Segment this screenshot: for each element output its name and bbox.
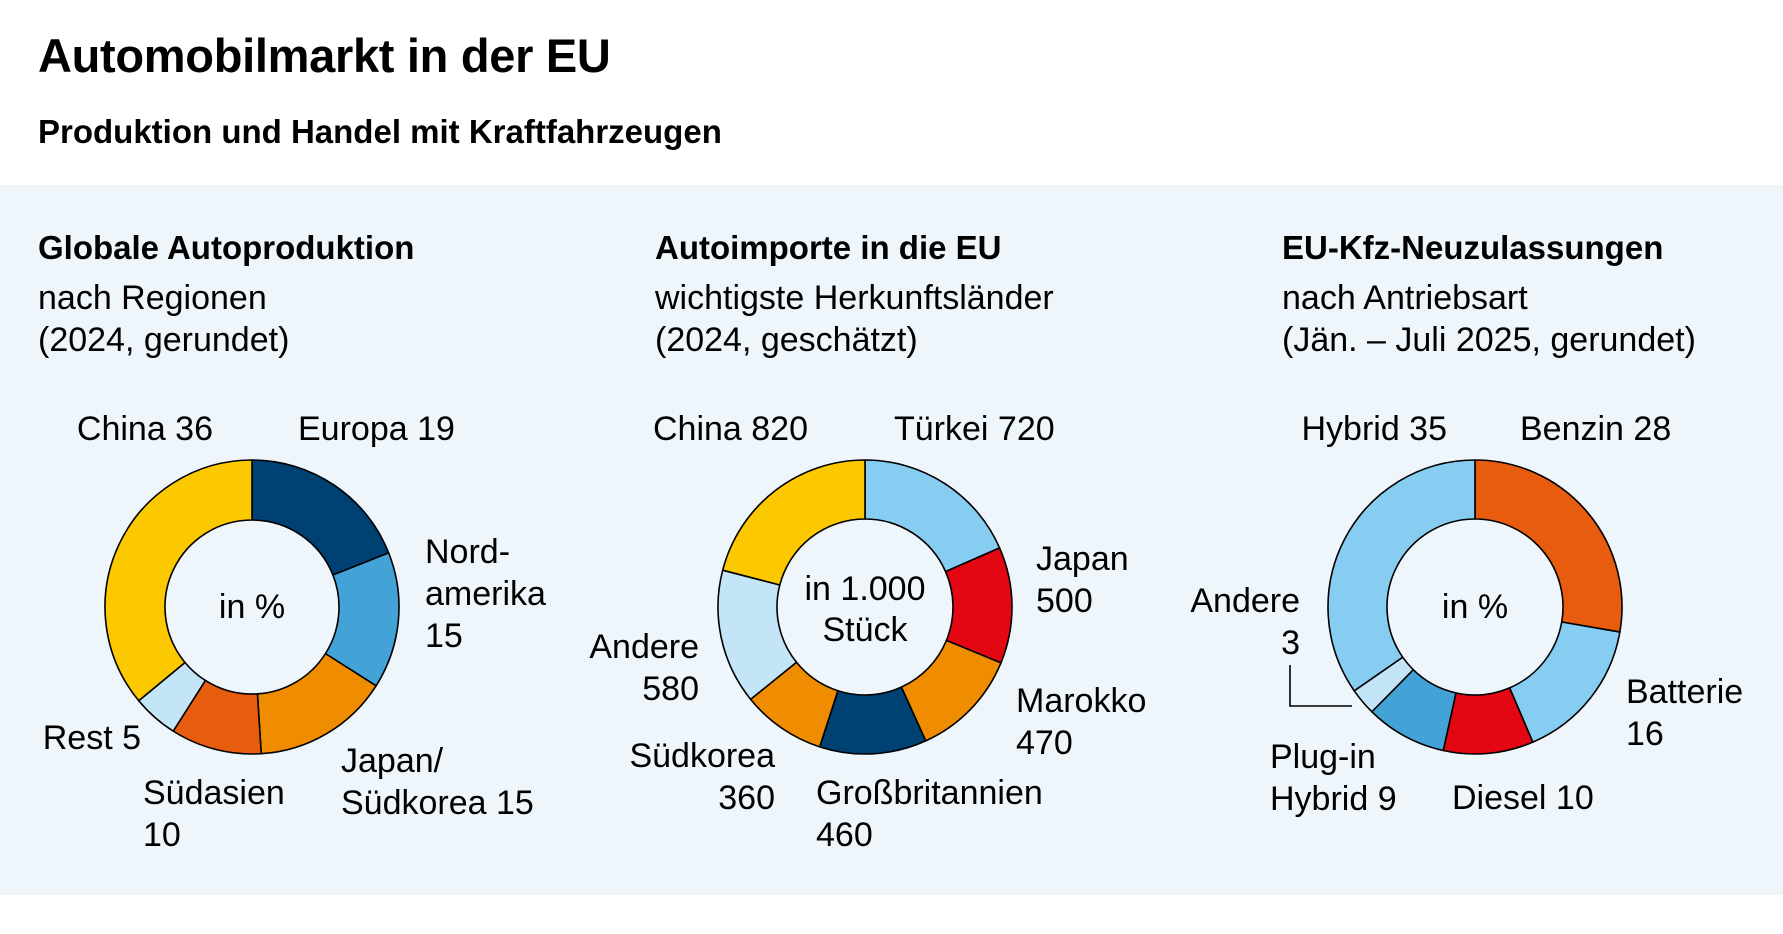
chart-3-subtitle: nach Antriebsart (Jän. – Juli 2025, geru… bbox=[1282, 277, 1696, 361]
label-europa: Europa 19 bbox=[298, 410, 455, 448]
label-china: China 36 bbox=[77, 410, 213, 448]
label-line: 3 bbox=[1281, 624, 1300, 662]
label-line: Nord- bbox=[425, 533, 510, 571]
chart-3-subtitle-line: nach Antriebsart bbox=[1282, 279, 1528, 317]
label-line: China 820 bbox=[653, 410, 808, 448]
center-label: in % bbox=[1442, 588, 1508, 626]
label-line: 16 bbox=[1626, 715, 1664, 753]
chart-2-donut: Türkei 720 Japan 500 Marokko 470 Großbritanni… bbox=[589, 410, 1146, 854]
label-line: Hybrid 9 bbox=[1270, 780, 1397, 818]
slice-batterie bbox=[1508, 621, 1621, 743]
chart-2-subtitle-line: wichtigste Herkunftsländer bbox=[655, 279, 1054, 317]
label-line: 470 bbox=[1016, 724, 1073, 762]
center-label: Stück bbox=[822, 611, 908, 649]
andere-leader-line bbox=[1289, 665, 1352, 707]
chart-1-donut: Europa 19 Nord-amerika 15 Japan/Südkorea 15… bbox=[43, 410, 546, 854]
slice-hybrid bbox=[1327, 459, 1476, 692]
label-diesel: Diesel 10 bbox=[1452, 779, 1594, 817]
slice-benzin bbox=[1474, 459, 1623, 633]
center-label: in 1.000 bbox=[805, 570, 926, 608]
chart-1-subtitle: nach Regionen (2024, gerundet) bbox=[38, 277, 289, 361]
label-line: 15 bbox=[425, 617, 463, 655]
chart-1-title: Globale Autoproduktion bbox=[38, 229, 415, 266]
label-line: 10 bbox=[143, 816, 181, 854]
chart-2-title: Autoimporte in die EU bbox=[655, 229, 1002, 266]
label-line: Südkorea bbox=[629, 737, 775, 775]
label-line: 580 bbox=[642, 670, 699, 708]
label-line: Batterie bbox=[1626, 673, 1743, 711]
label-andere: Andere 580 bbox=[589, 628, 699, 708]
chart-2-subtitle-line: (2024, geschätzt) bbox=[655, 321, 918, 359]
label-japan: Japan 500 bbox=[1036, 540, 1129, 620]
label-grossbritannien: Großbritannien 460 bbox=[816, 774, 1043, 854]
label-line: Japan bbox=[1036, 540, 1129, 578]
label-plug-in-hybrid: Plug-in Hybrid 9 bbox=[1270, 738, 1397, 818]
label-hybrid: Hybrid 35 bbox=[1301, 410, 1447, 448]
label-line: Südkorea 15 bbox=[341, 784, 534, 822]
chart-1-subtitle-line: nach Regionen bbox=[38, 279, 267, 317]
label-line: 500 bbox=[1036, 582, 1093, 620]
label-line: Diesel 10 bbox=[1452, 779, 1594, 817]
chart-2-subtitle: wichtigste Herkunftsländer (2024, geschä… bbox=[655, 277, 1054, 361]
slice-china bbox=[721, 459, 866, 586]
label-benzin: Benzin 28 bbox=[1520, 410, 1671, 448]
label-batterie: Batterie 16 bbox=[1626, 673, 1743, 753]
label-rest: Rest 5 bbox=[43, 719, 141, 757]
label-marokko: Marokko 470 bbox=[1016, 682, 1146, 762]
label-china: China 820 bbox=[653, 410, 808, 448]
label-line: Plug-in bbox=[1270, 738, 1376, 776]
slice-europa bbox=[251, 459, 390, 576]
label-suedkorea: Südkorea 360 bbox=[629, 737, 775, 817]
charts-panel bbox=[0, 185, 1783, 895]
label-nordamerika: Nord-amerika 15 bbox=[425, 533, 546, 655]
chart-3-title: EU-Kfz-Neuzulassungen bbox=[1282, 229, 1664, 266]
label-line: Japan/ bbox=[341, 742, 444, 780]
slice-tuerkei bbox=[864, 459, 1001, 573]
page-subtitle: Produktion und Handel mit Kraftfahrzeuge… bbox=[38, 113, 722, 150]
label-line: Rest 5 bbox=[43, 719, 141, 757]
label-line: Andere bbox=[589, 628, 699, 666]
center-label: in % bbox=[219, 588, 285, 626]
label-line: Hybrid 35 bbox=[1301, 410, 1447, 448]
label-tuerkei: Türkei 720 bbox=[894, 410, 1055, 448]
chart-3-donut: Benzin 28 Batterie 16 Diesel 10 Plug-in Hybri… bbox=[1190, 410, 1743, 818]
label-andere: Andere 3 bbox=[1190, 582, 1300, 662]
slice-china bbox=[104, 459, 253, 702]
chart-1-subtitle-line: (2024, gerundet) bbox=[38, 321, 290, 359]
label-japan-suedkorea: Japan/Südkorea 15 bbox=[341, 742, 534, 822]
label-line: Südasien bbox=[143, 774, 285, 812]
label-line: China 36 bbox=[77, 410, 213, 448]
page-title: Automobilmarkt in der EU bbox=[38, 29, 611, 82]
label-line: Großbritannien bbox=[816, 774, 1043, 812]
label-line: Marokko bbox=[1016, 682, 1146, 720]
label-line: Türkei 720 bbox=[894, 410, 1055, 448]
label-line: 460 bbox=[816, 816, 873, 854]
label-line: 360 bbox=[718, 779, 775, 817]
chart-3-subtitle-line: (Jän. – Juli 2025, gerundet) bbox=[1282, 321, 1696, 359]
label-suedasien: Südasien 10 bbox=[143, 774, 285, 854]
label-line: Europa 19 bbox=[298, 410, 455, 448]
label-line: Andere bbox=[1190, 582, 1300, 620]
label-line: Benzin 28 bbox=[1520, 410, 1671, 448]
label-line: amerika bbox=[425, 575, 546, 613]
